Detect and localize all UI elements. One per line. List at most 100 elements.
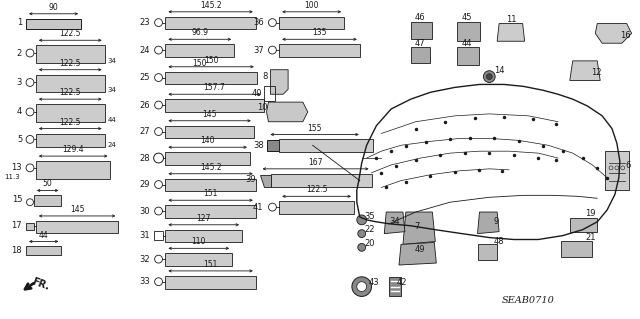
Text: 2: 2 [17,48,22,57]
Bar [165,253,232,266]
Text: 167: 167 [308,158,323,167]
Text: 8: 8 [262,72,268,81]
Polygon shape [605,151,628,190]
Text: 21: 21 [586,233,596,242]
Text: 43: 43 [369,278,380,287]
Text: 35: 35 [365,212,375,221]
Polygon shape [260,175,271,187]
Polygon shape [403,212,435,244]
Text: 32: 32 [139,255,150,263]
Bar [271,174,372,187]
Polygon shape [271,70,288,94]
Text: 46: 46 [415,13,426,22]
Polygon shape [36,221,118,233]
Bar [279,17,344,29]
Bar [165,179,256,191]
Bar [477,244,497,260]
Circle shape [483,71,495,83]
Bar [389,277,401,296]
Text: 29: 29 [140,180,150,189]
Text: 90: 90 [49,3,58,12]
Text: 34: 34 [108,87,116,93]
Text: 30: 30 [139,206,150,216]
Circle shape [357,282,367,292]
Text: 28: 28 [139,153,150,163]
Text: 19: 19 [586,210,596,219]
Text: 145: 145 [202,110,217,119]
Text: 41: 41 [253,203,264,211]
Text: 48: 48 [493,237,504,246]
Text: 44: 44 [108,117,116,123]
Text: 11.3: 11.3 [4,174,20,180]
Polygon shape [384,212,405,234]
Text: 150: 150 [193,59,207,68]
Circle shape [486,74,492,79]
Circle shape [358,230,365,238]
Bar [34,195,61,206]
Polygon shape [595,24,632,43]
Bar [570,218,597,232]
Circle shape [358,243,365,251]
Bar [165,230,242,242]
Text: 34: 34 [389,217,400,226]
Text: 122.5: 122.5 [60,118,81,127]
Text: 5: 5 [17,135,22,144]
Text: 7: 7 [415,222,420,231]
Polygon shape [36,75,104,92]
Text: 18: 18 [12,246,22,255]
Text: 110: 110 [191,237,206,246]
Text: 10: 10 [257,102,268,112]
Text: 31: 31 [139,231,150,240]
Text: 122.5: 122.5 [60,59,81,68]
Text: 157.7: 157.7 [204,83,225,92]
Bar [561,241,593,257]
Circle shape [352,277,372,296]
Bar [268,140,279,151]
Text: 44: 44 [39,231,49,240]
Text: 37: 37 [253,46,264,55]
Text: 49: 49 [415,245,425,254]
Text: 38: 38 [253,141,264,150]
Bar [411,22,433,39]
Polygon shape [36,134,104,147]
Text: 22: 22 [365,225,375,234]
Text: 39: 39 [245,175,256,184]
Text: 20: 20 [365,239,375,248]
Text: 44: 44 [462,39,472,48]
Bar [165,44,234,57]
Text: 100: 100 [305,1,319,10]
Text: 42: 42 [397,278,408,287]
Text: 9: 9 [493,217,499,226]
Text: 122.5: 122.5 [306,185,327,194]
Text: 129.4: 129.4 [62,145,84,154]
Bar [279,139,374,152]
Bar [154,231,163,241]
Text: 150: 150 [204,56,218,65]
Text: 145.2: 145.2 [200,1,221,10]
Text: 122.5: 122.5 [60,29,81,38]
Text: 1: 1 [17,18,22,27]
Bar [411,47,431,63]
Bar [165,276,256,289]
Circle shape [357,215,367,225]
Bar [279,201,354,214]
Bar [279,44,360,57]
Text: 16: 16 [620,31,630,40]
Text: 151: 151 [204,260,218,269]
Text: 13: 13 [12,163,22,172]
Text: 6: 6 [625,161,630,170]
Polygon shape [497,24,525,41]
Polygon shape [36,45,104,63]
Text: 33: 33 [139,277,150,286]
Bar [26,19,81,29]
Polygon shape [36,104,104,122]
Polygon shape [36,161,111,179]
Bar [165,99,264,112]
Polygon shape [399,242,436,265]
Text: 127: 127 [196,214,211,223]
Text: 135: 135 [312,28,327,37]
Text: 24: 24 [108,142,116,148]
Text: 36: 36 [253,18,264,27]
Text: 17: 17 [12,221,22,230]
Text: 14: 14 [494,66,505,75]
